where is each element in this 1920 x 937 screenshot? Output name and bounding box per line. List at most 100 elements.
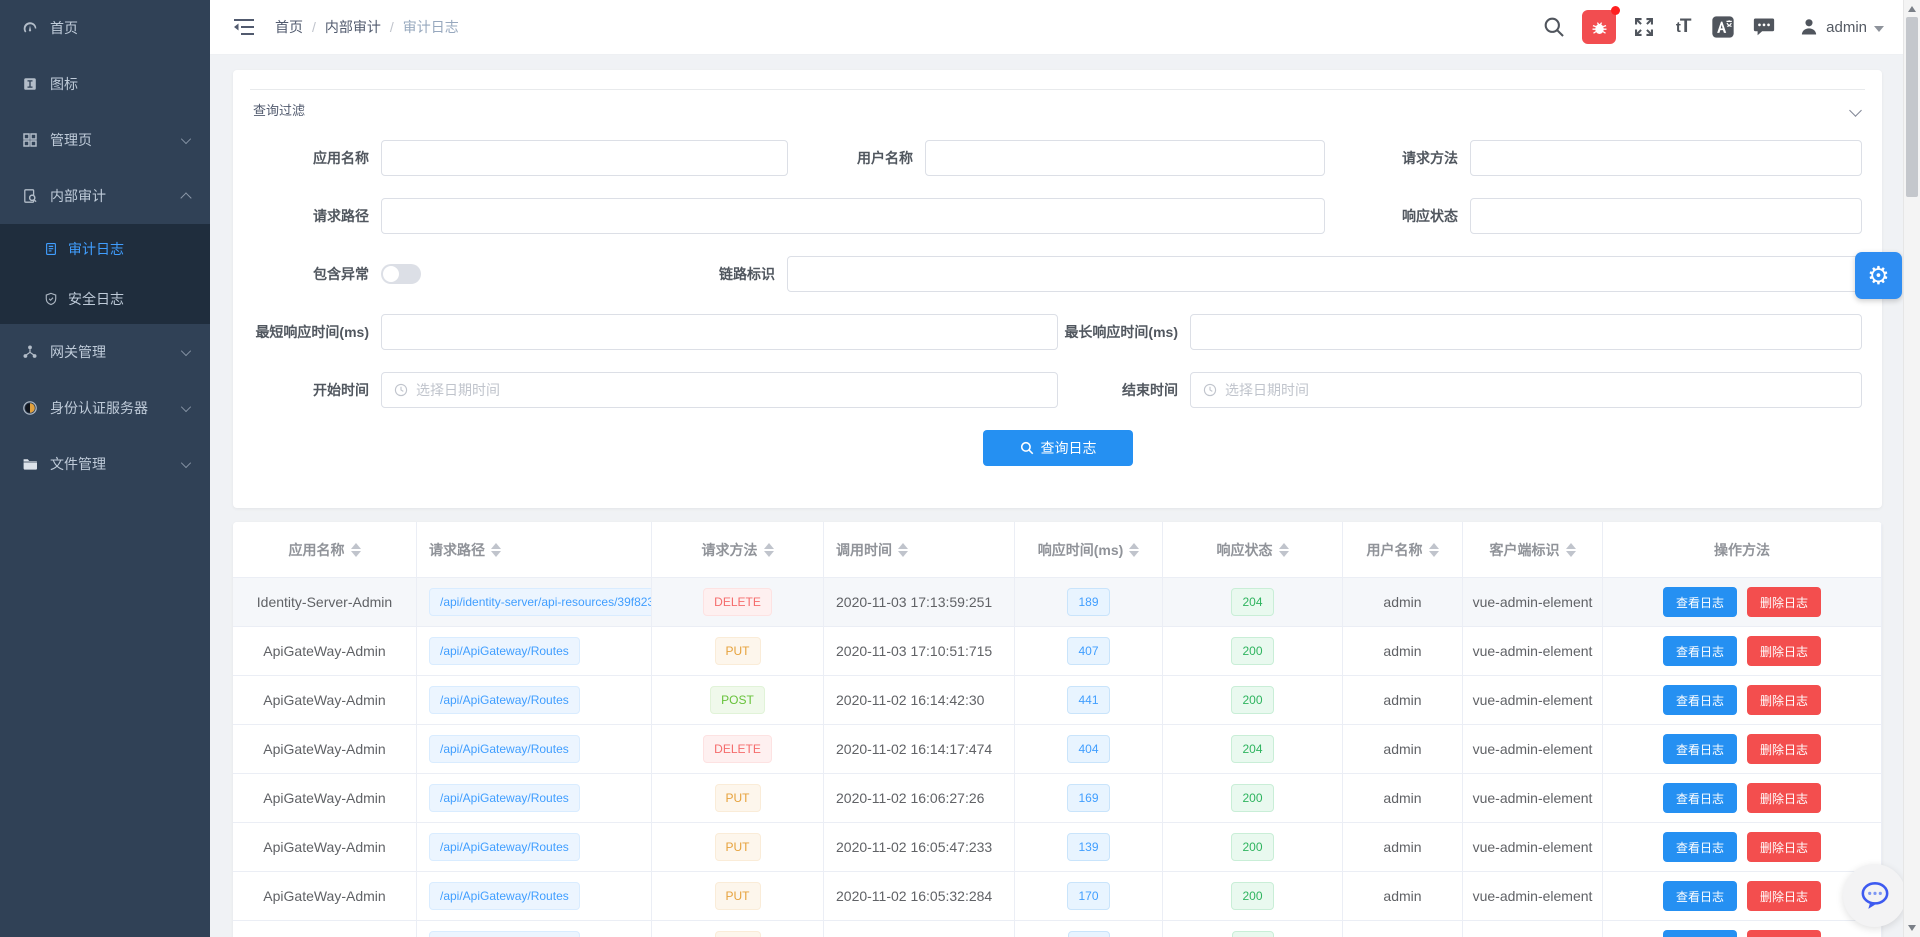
error-log-button[interactable] xyxy=(1582,6,1621,44)
sort-caret-icon[interactable] xyxy=(1129,542,1140,557)
column-header-label: 请求路径 xyxy=(429,541,485,558)
request-path-tag[interactable]: /api/ApiGateway/Routes xyxy=(429,735,580,763)
view-log-button[interactable]: 查看日志 xyxy=(1662,881,1737,911)
sidebar-item[interactable]: 首页 xyxy=(0,0,210,56)
table-cell: 查看日志删除日志 xyxy=(1603,676,1882,725)
scroll-down-arrow-icon[interactable] xyxy=(1908,925,1916,931)
fullscreen-icon[interactable] xyxy=(1633,16,1655,38)
label-app-name: 应用名称 xyxy=(313,150,369,166)
column-header[interactable]: 应用名称 xyxy=(233,522,417,578)
table-cell: vue-admin-element xyxy=(1463,627,1603,676)
page-scrollbar[interactable] xyxy=(1903,0,1920,937)
sidebar-subitem[interactable]: 审计日志 xyxy=(0,224,210,274)
table-cell: admin xyxy=(1343,823,1463,872)
search-icon[interactable] xyxy=(1543,16,1565,38)
scrollbar-thumb[interactable] xyxy=(1906,17,1918,197)
contains-exception-toggle[interactable] xyxy=(381,264,421,284)
breadcrumb-separator: / xyxy=(312,19,316,35)
delete-log-button[interactable]: 删除日志 xyxy=(1747,881,1822,911)
request-path-tag[interactable]: /api/ApiGateway/Routes xyxy=(429,784,580,812)
sort-caret-icon[interactable] xyxy=(1565,542,1576,557)
sidebar-item[interactable]: 图标 xyxy=(0,56,210,112)
sort-caret-icon[interactable] xyxy=(763,542,774,557)
column-header[interactable]: 客户端标识 xyxy=(1463,522,1603,578)
query-logs-button[interactable]: 查询日志 xyxy=(983,430,1133,466)
sidebar-collapse-icon[interactable] xyxy=(233,17,255,37)
min-response-time-input[interactable] xyxy=(381,314,1058,350)
query-logs-label: 查询日志 xyxy=(1040,440,1097,456)
settings-fab[interactable]: ⚙ xyxy=(1855,252,1902,299)
request-path-tag[interactable]: /api/ApiGateway/Routes xyxy=(429,637,580,665)
breadcrumb-item[interactable]: 内部审计 xyxy=(324,19,381,35)
view-log-button[interactable]: 查看日志 xyxy=(1662,685,1737,715)
delete-log-button[interactable]: 删除日志 xyxy=(1747,930,1822,937)
view-log-button[interactable]: 查看日志 xyxy=(1662,587,1737,617)
search-icon xyxy=(1020,441,1034,455)
sidebar-item-label: 图标 xyxy=(50,76,78,92)
sidebar-subitem[interactable]: 安全日志 xyxy=(0,274,210,324)
chat-fab[interactable] xyxy=(1843,864,1906,927)
column-header[interactable]: 响应状态 xyxy=(1163,522,1343,578)
response-status-input[interactable] xyxy=(1470,198,1862,234)
request-path-tag[interactable]: /api/ApiGateway/Routes xyxy=(429,833,580,861)
chevron-down-icon xyxy=(180,345,192,356)
column-header[interactable]: 操作方法 xyxy=(1603,522,1882,578)
sidebar-item[interactable]: 管理页 xyxy=(0,112,210,168)
app-name-input[interactable] xyxy=(381,140,788,176)
view-log-button[interactable]: 查看日志 xyxy=(1662,832,1737,862)
table-cell: /api/ApiGateway/Routes xyxy=(417,627,652,676)
delete-log-button[interactable]: 删除日志 xyxy=(1747,734,1822,764)
view-log-button[interactable]: 查看日志 xyxy=(1662,734,1737,764)
sort-caret-icon[interactable] xyxy=(491,542,501,557)
chevron-down-icon xyxy=(180,401,192,412)
sort-caret-icon[interactable] xyxy=(1428,542,1439,557)
sort-caret-icon[interactable] xyxy=(898,542,908,557)
table-cell: 查看日志删除日志 xyxy=(1603,627,1882,676)
sort-caret-icon[interactable] xyxy=(1278,542,1289,557)
column-header[interactable]: 响应时间(ms) xyxy=(1015,522,1163,578)
view-log-button[interactable]: 查看日志 xyxy=(1662,636,1737,666)
delete-log-button[interactable]: 删除日志 xyxy=(1747,832,1822,862)
delete-log-button[interactable]: 删除日志 xyxy=(1747,685,1822,715)
request-path-tag[interactable]: /api/identity-server/api-resources/39f82… xyxy=(429,588,651,616)
column-header[interactable]: 请求方法 xyxy=(652,522,824,578)
table-cell: 2020-11-02 16:06:27:26 xyxy=(824,774,1015,823)
breadcrumb-item[interactable]: 首页 xyxy=(275,19,303,35)
sort-caret-icon[interactable] xyxy=(350,542,361,557)
request-path-tag[interactable]: /api/ApiGateway/Routes xyxy=(429,931,580,937)
table-cell: vue-admin-element xyxy=(1463,725,1603,774)
column-header[interactable]: 请求路径 xyxy=(417,522,652,578)
request-method-input[interactable] xyxy=(1470,140,1862,176)
column-header[interactable]: 用户名称 xyxy=(1343,522,1463,578)
end-time-picker[interactable]: 选择日期时间 xyxy=(1190,372,1862,408)
table-cell: admin xyxy=(1343,774,1463,823)
scroll-up-arrow-icon[interactable] xyxy=(1908,6,1916,12)
trace-id-input[interactable] xyxy=(787,256,1862,292)
sidebar-item[interactable]: 身份认证服务器 xyxy=(0,380,210,436)
user-menu[interactable]: admin xyxy=(1799,17,1884,37)
table-cell: 2020-11-02 16:05:32:284 xyxy=(824,872,1015,921)
delete-log-button[interactable]: 删除日志 xyxy=(1747,587,1822,617)
message-icon[interactable] xyxy=(1752,15,1776,39)
sidebar-item[interactable]: 内部审计 xyxy=(0,168,210,224)
view-log-button[interactable]: 查看日志 xyxy=(1662,783,1737,813)
sidebar-item-label: 管理页 xyxy=(50,132,92,148)
translate-icon[interactable] xyxy=(1711,15,1735,39)
request-path-tag[interactable]: /api/ApiGateway/Routes xyxy=(429,686,580,714)
sidebar-item[interactable]: 网关管理 xyxy=(0,324,210,380)
delete-log-button[interactable]: 删除日志 xyxy=(1747,636,1822,666)
delete-log-button[interactable]: 删除日志 xyxy=(1747,783,1822,813)
table-cell: /api/ApiGateway/Routes xyxy=(417,872,652,921)
table-cell xyxy=(1163,921,1343,937)
label-start-time: 开始时间 xyxy=(313,382,369,398)
request-path-input[interactable] xyxy=(381,198,1325,234)
view-log-button[interactable]: 查看日志 xyxy=(1662,930,1737,937)
max-response-time-input[interactable] xyxy=(1190,314,1862,350)
start-time-picker[interactable]: 选择日期时间 xyxy=(381,372,1058,408)
sidebar-item[interactable]: 文件管理 xyxy=(0,436,210,492)
column-header[interactable]: 调用时间 xyxy=(824,522,1015,578)
request-path-tag[interactable]: /api/ApiGateway/Routes xyxy=(429,882,580,910)
user-name-input[interactable] xyxy=(925,140,1325,176)
filter-panel-title[interactable]: 查询过滤 xyxy=(253,103,306,118)
